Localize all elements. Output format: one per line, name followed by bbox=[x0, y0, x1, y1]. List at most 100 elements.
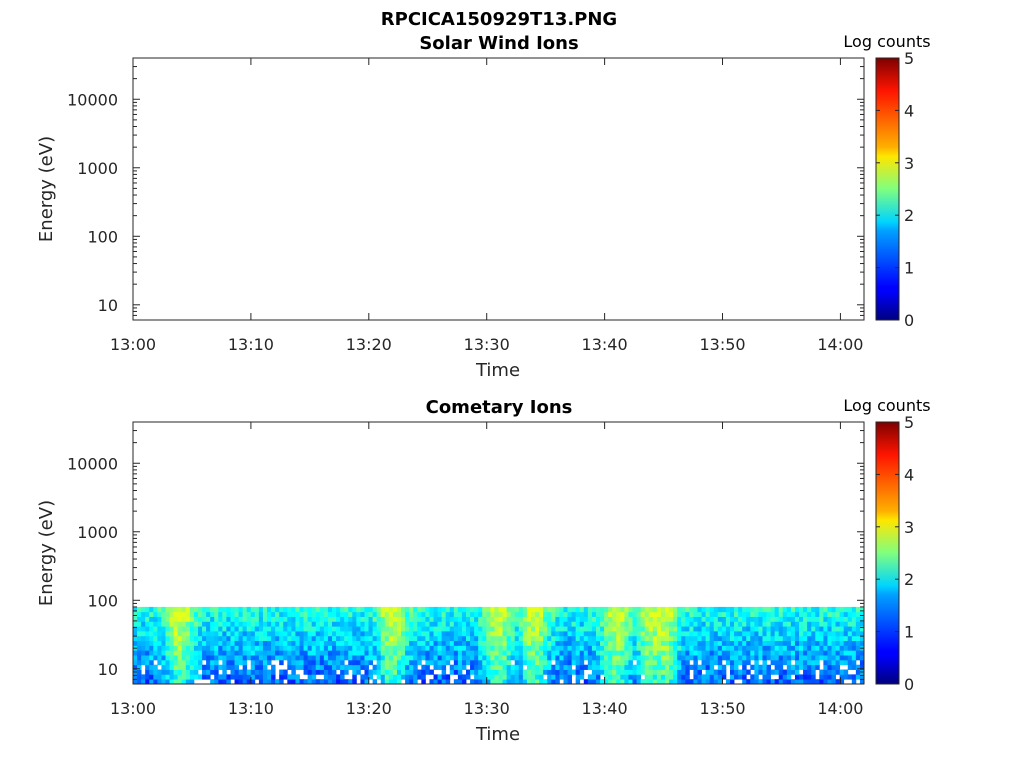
heat-cell bbox=[705, 655, 711, 661]
heat-cell bbox=[323, 674, 329, 680]
x-tick-label: 14:00 bbox=[817, 699, 863, 718]
y-tick-label: 100 bbox=[87, 591, 118, 610]
heat-cell bbox=[453, 611, 459, 617]
heat-cell bbox=[307, 674, 313, 680]
heat-cell bbox=[774, 626, 780, 632]
heat-cell bbox=[340, 621, 345, 627]
heat-cell bbox=[189, 626, 195, 632]
x-tick-label: 13:00 bbox=[110, 699, 156, 718]
heat-cell bbox=[396, 621, 402, 627]
heat-cell bbox=[429, 655, 434, 661]
heat-cell bbox=[165, 640, 170, 646]
heat-cell bbox=[677, 669, 682, 675]
heat-cell bbox=[612, 645, 617, 651]
heat-cell bbox=[632, 621, 637, 627]
heat-cell bbox=[461, 659, 467, 666]
heat-cell bbox=[624, 611, 629, 617]
heat-cell bbox=[750, 626, 755, 632]
colorbar-label: Log counts bbox=[843, 32, 930, 51]
heat-cell bbox=[729, 611, 735, 617]
heat-cell bbox=[238, 635, 244, 642]
heat-cell bbox=[758, 650, 763, 656]
heat-cell bbox=[506, 664, 512, 670]
heat-cell bbox=[299, 664, 304, 670]
heat-cell bbox=[823, 664, 828, 670]
heat-cell bbox=[518, 674, 524, 680]
heat-cell bbox=[461, 621, 467, 627]
heat-cell bbox=[583, 631, 589, 637]
heat-cell bbox=[425, 664, 430, 670]
heat-cell bbox=[157, 650, 162, 656]
heat-cell bbox=[230, 655, 235, 661]
heat-cell bbox=[421, 664, 426, 670]
heat-cell bbox=[177, 679, 183, 685]
heat-cell bbox=[429, 631, 434, 637]
heat-cell bbox=[746, 611, 751, 617]
heat-cell bbox=[827, 659, 832, 666]
heat-cell bbox=[839, 631, 845, 637]
heat-cell bbox=[214, 669, 219, 675]
heat-cell bbox=[405, 606, 410, 613]
heat-cell bbox=[311, 606, 317, 613]
heat-cell bbox=[250, 640, 256, 646]
heat-cell bbox=[778, 650, 784, 656]
heat-cell bbox=[206, 631, 211, 637]
heat-cell bbox=[283, 635, 288, 642]
heat-cell bbox=[526, 606, 532, 613]
heat-cell bbox=[137, 626, 142, 632]
heat-cell bbox=[137, 611, 142, 617]
heat-cell bbox=[157, 679, 162, 685]
heat-cell bbox=[421, 645, 426, 651]
heat-cell bbox=[157, 659, 162, 666]
heat-cell bbox=[185, 679, 191, 685]
heat-cell bbox=[648, 659, 654, 666]
heat-cell bbox=[222, 640, 227, 646]
heat-cell bbox=[831, 664, 836, 670]
heat-cell bbox=[855, 631, 861, 637]
heat-cell bbox=[384, 679, 390, 685]
heat-cell bbox=[449, 635, 455, 642]
heat-cell bbox=[141, 659, 146, 666]
heat-cell bbox=[616, 621, 621, 627]
heat-cell bbox=[766, 640, 771, 646]
heat-cell bbox=[287, 645, 292, 651]
heat-cell bbox=[859, 626, 865, 632]
heat-cell bbox=[307, 616, 313, 622]
heat-cell bbox=[790, 655, 796, 661]
heat-cell bbox=[165, 655, 170, 661]
heat-cell bbox=[835, 679, 841, 685]
heat-cell bbox=[173, 650, 179, 656]
heat-cell bbox=[705, 635, 711, 642]
heat-cell bbox=[210, 626, 215, 632]
heat-cell bbox=[738, 635, 743, 642]
heat-cell bbox=[522, 659, 528, 666]
heat-cell bbox=[595, 674, 601, 680]
heat-cell bbox=[859, 616, 865, 622]
heat-cell bbox=[401, 650, 406, 656]
heat-cell bbox=[364, 626, 369, 632]
heat-cell bbox=[303, 650, 309, 656]
heat-cell bbox=[681, 664, 686, 670]
heat-cell bbox=[181, 669, 187, 675]
heat-cell bbox=[786, 621, 792, 627]
heat-cell bbox=[575, 655, 581, 661]
heat-cell bbox=[169, 640, 175, 646]
heat-cell bbox=[396, 640, 402, 646]
heat-cell bbox=[466, 626, 471, 632]
heat-cell bbox=[551, 640, 556, 646]
heat-cell bbox=[701, 659, 707, 666]
heat-cell bbox=[604, 650, 609, 656]
heat-cell bbox=[271, 679, 276, 685]
heat-cell bbox=[161, 606, 166, 613]
heat-cell bbox=[344, 635, 349, 642]
heat-cell bbox=[628, 659, 633, 666]
heat-cell bbox=[746, 616, 751, 622]
heat-cell bbox=[384, 635, 390, 642]
heat-cell bbox=[133, 640, 138, 646]
heat-cell bbox=[612, 611, 617, 617]
heat-cell bbox=[494, 640, 499, 646]
heat-cell bbox=[494, 659, 499, 666]
heat-cell bbox=[348, 616, 353, 622]
heat-cell bbox=[315, 669, 321, 675]
heat-cell bbox=[181, 655, 187, 661]
